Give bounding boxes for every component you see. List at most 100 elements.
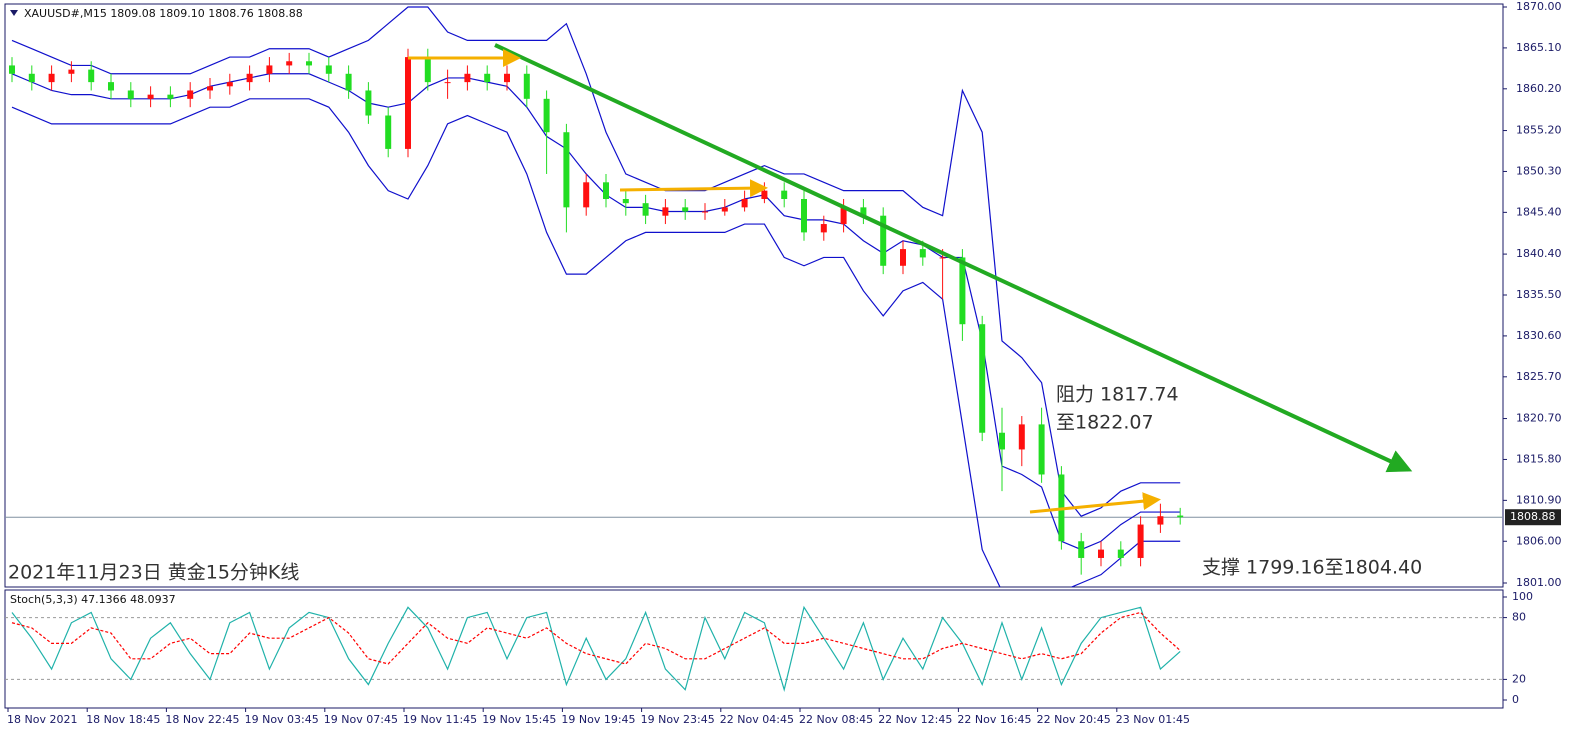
y-tick-label: 1825.70 bbox=[1516, 370, 1562, 383]
candle-body bbox=[1038, 424, 1045, 475]
x-tick-label: 19 Nov 19:45 bbox=[561, 713, 635, 726]
x-tick-label: 22 Nov 12:45 bbox=[878, 713, 952, 726]
y-tick-label: 1860.20 bbox=[1516, 82, 1562, 95]
x-tick-label: 23 Nov 01:45 bbox=[1116, 713, 1190, 726]
y-tick-label: 1815.80 bbox=[1516, 452, 1562, 465]
y-tick-label: 1835.50 bbox=[1516, 288, 1562, 301]
candle-body bbox=[1078, 541, 1085, 558]
stoch-frame bbox=[4, 589, 1504, 709]
candle-body bbox=[721, 207, 728, 212]
arrow bbox=[619, 179, 768, 198]
y-tick-label: 80 bbox=[1512, 611, 1526, 624]
candle-body bbox=[325, 65, 332, 74]
y-tick-label: 20 bbox=[1512, 672, 1526, 685]
series-line bbox=[11, 98, 1181, 587]
candle-body bbox=[345, 73, 352, 91]
annotation: 阻力 1817.74 bbox=[1056, 384, 1179, 406]
candle-body bbox=[702, 211, 708, 213]
candle-body bbox=[246, 73, 253, 83]
x-tick-label: 18 Nov 22:45 bbox=[165, 713, 239, 726]
y-tick-label: 1806.00 bbox=[1516, 534, 1562, 547]
y-tick-label: 1820.70 bbox=[1516, 412, 1562, 425]
candle-body bbox=[266, 65, 273, 74]
candle-body bbox=[226, 82, 233, 87]
candle-body bbox=[207, 86, 213, 91]
candle-body bbox=[781, 190, 788, 199]
candle-body bbox=[1098, 549, 1104, 558]
candle-body bbox=[1157, 516, 1164, 525]
x-tick-label: 19 Nov 03:45 bbox=[245, 713, 319, 726]
candle-body bbox=[108, 82, 114, 91]
y-tick-label: 0 bbox=[1512, 693, 1519, 706]
trend-line bbox=[494, 43, 1413, 473]
x-tick-label: 18 Nov 2021 bbox=[7, 713, 77, 726]
candle-body bbox=[167, 94, 174, 99]
x-tick-label: 22 Nov 04:45 bbox=[720, 713, 794, 726]
y-tick-label: 1865.10 bbox=[1516, 41, 1562, 54]
candle-body bbox=[48, 73, 55, 83]
series-line bbox=[11, 6, 1181, 517]
candle-body bbox=[603, 182, 609, 199]
series-line bbox=[11, 605, 1181, 693]
candle-body bbox=[662, 207, 669, 216]
candle-body bbox=[979, 324, 986, 433]
candle-body bbox=[464, 73, 471, 83]
x-tick-label: 22 Nov 08:45 bbox=[799, 713, 873, 726]
y-tick-label: 1850.30 bbox=[1516, 164, 1562, 177]
stoch-plot bbox=[5, 605, 1503, 693]
candle-body bbox=[444, 82, 451, 84]
candle-body bbox=[1137, 524, 1144, 558]
candle-body bbox=[880, 215, 887, 266]
candle-body bbox=[147, 94, 154, 99]
price-tag bbox=[1505, 509, 1561, 526]
y-tick-label: 1830.60 bbox=[1516, 329, 1562, 342]
candle-body bbox=[28, 73, 35, 83]
candle-body bbox=[642, 203, 649, 216]
candle-body bbox=[523, 73, 530, 99]
y-tick-label: 1845.40 bbox=[1516, 205, 1562, 218]
candle-body bbox=[1018, 424, 1025, 450]
candle-body bbox=[405, 57, 411, 149]
candle-body bbox=[365, 90, 372, 116]
y-tick-label: 1840.40 bbox=[1516, 247, 1562, 260]
y-tick-label: 1801.00 bbox=[1516, 576, 1562, 589]
candle-body bbox=[860, 207, 867, 216]
candle-body bbox=[761, 190, 768, 199]
candle-body bbox=[68, 69, 75, 74]
candle-body bbox=[424, 57, 431, 83]
candle-body bbox=[1177, 515, 1184, 518]
menu-icon[interactable] bbox=[10, 10, 18, 16]
candle-body bbox=[306, 61, 312, 66]
candle-body bbox=[1117, 549, 1124, 558]
candle-body bbox=[127, 90, 134, 99]
annotation: 支撑 1799.16至1804.40 bbox=[1202, 557, 1422, 579]
annotation: 2021年11月23日 黄金15分钟K线 bbox=[8, 562, 299, 584]
candle-body bbox=[88, 69, 95, 83]
candle-body bbox=[286, 61, 293, 66]
candle-body bbox=[919, 249, 926, 258]
x-tick-label: 19 Nov 15:45 bbox=[482, 713, 556, 726]
x-tick-label: 19 Nov 23:45 bbox=[641, 713, 715, 726]
candle-body bbox=[9, 65, 15, 74]
x-tick-label: 22 Nov 20:45 bbox=[1037, 713, 1111, 726]
candle-body bbox=[999, 432, 1005, 450]
annotation: 至1822.07 bbox=[1056, 412, 1154, 434]
candle-body bbox=[840, 207, 847, 225]
y-tick-label: 100 bbox=[1512, 590, 1533, 603]
main-plot bbox=[5, 6, 1503, 587]
price-label: 1808.88 bbox=[1510, 510, 1556, 523]
x-tick-label: 18 Nov 18:45 bbox=[86, 713, 160, 726]
candle-body bbox=[900, 249, 906, 266]
x-tick-label: 19 Nov 07:45 bbox=[324, 713, 398, 726]
series-line bbox=[11, 73, 1181, 551]
y-tick-label: 1810.90 bbox=[1516, 493, 1562, 506]
x-tick-label: 22 Nov 16:45 bbox=[957, 713, 1031, 726]
candle-body bbox=[543, 98, 550, 133]
x-tick-label: 19 Nov 11:45 bbox=[403, 713, 477, 726]
y-tick-label: 1870.00 bbox=[1516, 0, 1562, 13]
candle-body bbox=[187, 90, 194, 99]
series-line bbox=[11, 611, 1181, 665]
candle-body bbox=[385, 115, 392, 149]
candle-body bbox=[504, 73, 510, 83]
